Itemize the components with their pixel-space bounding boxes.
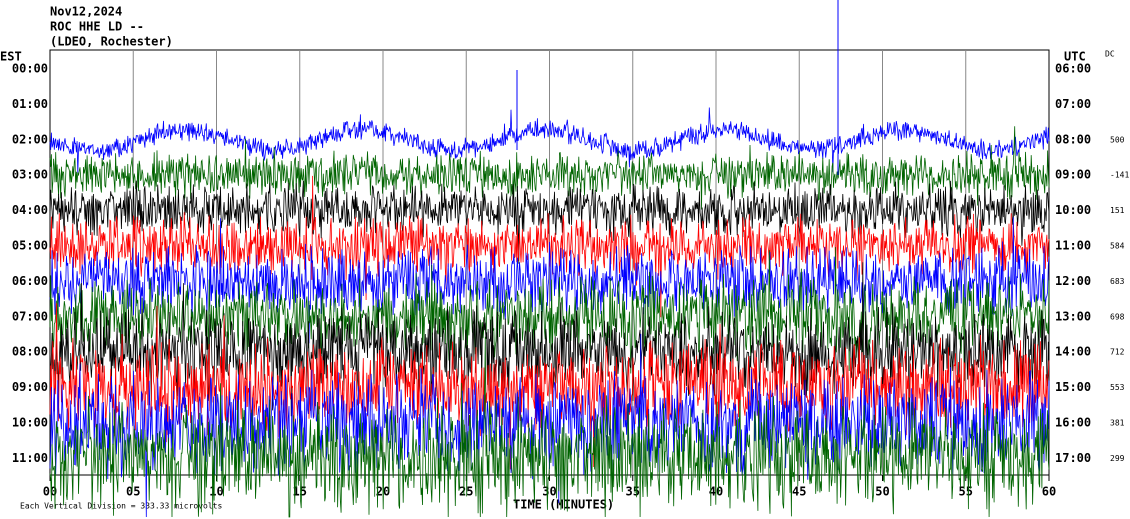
right-label: 07:00 — [1055, 97, 1091, 111]
right-label: 13:00 — [1055, 309, 1091, 323]
right-axis-title: UTC — [1064, 50, 1086, 64]
footer: Each Vertical Division = 333.33 microvol… — [20, 502, 222, 511]
x-tick-label: 50 — [875, 485, 889, 499]
x-tick-label: 05 — [126, 485, 140, 499]
dc-value: 151 — [1110, 206, 1125, 215]
x-tick-label: 00 — [43, 485, 57, 499]
dc-value: 500 — [1110, 135, 1125, 144]
left-label: 02:00 — [12, 132, 48, 146]
left-label: 04:00 — [12, 203, 48, 217]
trace — [49, 217, 1050, 344]
trace — [49, 126, 1050, 210]
trace — [49, 107, 1050, 174]
left-label: 08:00 — [12, 345, 48, 359]
dc-value: -141 — [1110, 171, 1129, 180]
x-tick-label: 35 — [626, 485, 640, 499]
dc-value: 381 — [1110, 419, 1125, 428]
right-label: 12:00 — [1055, 274, 1091, 288]
x-tick-label: 45 — [792, 485, 806, 499]
left-label: 01:00 — [12, 97, 48, 111]
right-label: 09:00 — [1055, 168, 1091, 182]
dc-value: 299 — [1110, 454, 1125, 463]
left-label: 11:00 — [12, 451, 48, 465]
left-label: 03:00 — [12, 168, 48, 182]
dc-value: 698 — [1110, 312, 1125, 321]
dc-value: 683 — [1110, 277, 1125, 286]
trace — [49, 175, 1050, 318]
left-axis-title: EST — [0, 50, 22, 64]
right-label: 11:00 — [1055, 239, 1091, 253]
dc-value: 712 — [1110, 348, 1125, 357]
trace — [49, 303, 1050, 470]
dc-title: DC — [1105, 50, 1115, 59]
right-label: 06:00 — [1055, 62, 1091, 76]
right-label: 15:00 — [1055, 380, 1091, 394]
trace — [49, 336, 1050, 518]
x-axis-title: TIME (MINUTES) — [513, 498, 614, 512]
left-label: 10:00 — [12, 416, 48, 430]
network: (LDEO, Rochester) — [50, 35, 173, 49]
right-label: 10:00 — [1055, 203, 1091, 217]
x-tick-label: 55 — [959, 485, 973, 499]
right-label: 14:00 — [1055, 345, 1091, 359]
left-label: 09:00 — [12, 380, 48, 394]
x-tick-label: 60 — [1042, 485, 1056, 499]
right-label: 17:00 — [1055, 451, 1091, 465]
trace — [49, 247, 1050, 382]
date: Nov12,2024 — [50, 5, 122, 19]
right-label: 16:00 — [1055, 416, 1091, 430]
trace — [49, 180, 1050, 264]
left-label: 00:00 — [12, 62, 48, 76]
dc-value: 584 — [1110, 242, 1125, 251]
left-label: 07:00 — [12, 309, 48, 323]
station: ROC HHE LD -- — [50, 20, 144, 34]
left-label: 06:00 — [12, 274, 48, 288]
trace — [49, 262, 1050, 449]
right-label: 08:00 — [1055, 132, 1091, 146]
dc-value: 553 — [1110, 383, 1125, 392]
left-label: 05:00 — [12, 239, 48, 253]
x-tick-label: 30 — [542, 485, 556, 499]
